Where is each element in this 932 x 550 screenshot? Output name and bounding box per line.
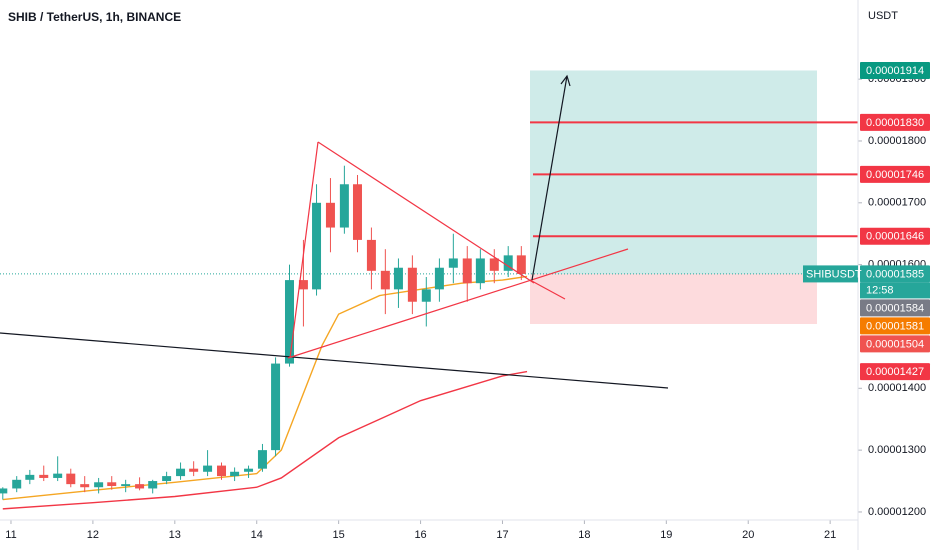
candle-body [162, 476, 172, 482]
x-tick-label: 18 [578, 529, 590, 541]
price-label: 0.00001914 [866, 65, 924, 77]
countdown: 12:58 [866, 284, 894, 296]
price-label-box [860, 335, 930, 353]
symbol-tag-box [803, 265, 858, 283]
y-tick-label: 0.00001400 [868, 382, 926, 394]
price-label: 0.00001581 [866, 320, 924, 332]
price-label: 0.00001504 [866, 338, 924, 350]
symbol-tag: SHIBUSDT [806, 268, 862, 280]
stop-zone [530, 273, 817, 324]
candle-body [434, 267, 444, 290]
candle-body [80, 484, 90, 488]
candle-body [244, 468, 254, 472]
candle-body [448, 258, 458, 268]
candle-body [312, 202, 322, 290]
price-label-box [860, 317, 930, 335]
candle-body [366, 239, 376, 271]
countdown-box [860, 282, 930, 299]
price-label: 0.00001584 [866, 302, 924, 314]
candle-body [53, 473, 63, 478]
candle-body [230, 471, 240, 477]
candle-body [217, 465, 227, 477]
x-tick-label: 17 [496, 529, 508, 541]
x-tick-label: 16 [414, 529, 426, 541]
x-tick-label: 14 [251, 529, 263, 541]
price-label-box [860, 265, 930, 283]
target-zone [530, 70, 817, 274]
x-tick-label: 19 [660, 529, 672, 541]
y-tick-label: 0.00001200 [868, 506, 926, 518]
price-label: 0.00001830 [866, 117, 924, 129]
candle-body [298, 280, 308, 290]
candle-body [503, 255, 513, 271]
candle-body [380, 270, 390, 290]
y-axis-label: USDT [868, 10, 898, 22]
y-tick-label: 0.00001300 [868, 444, 926, 456]
price-label: 0.00001427 [866, 366, 924, 378]
candle-body [271, 363, 281, 451]
x-tick-label: 12 [87, 529, 99, 541]
arrow-head [560, 74, 571, 87]
trendline [529, 279, 566, 300]
price-label-box [860, 113, 930, 131]
candle-body [12, 479, 22, 489]
price-label-box [860, 165, 930, 183]
candle-body [176, 468, 186, 477]
candle-body [189, 468, 199, 472]
trendline [289, 141, 319, 359]
price-label-box [860, 227, 930, 245]
trendline [317, 141, 535, 284]
x-tick-label: 15 [333, 529, 345, 541]
candle-body [516, 255, 526, 274]
plot-area [0, 70, 862, 524]
candle-body [25, 474, 35, 480]
arrow [531, 75, 568, 281]
candle-body [325, 202, 335, 228]
price-label-box [860, 61, 930, 79]
candle-body [407, 267, 417, 302]
candle-body [121, 484, 131, 486]
candle-body [489, 258, 499, 271]
candle-body [203, 465, 213, 472]
candle-body [352, 184, 362, 240]
x-tick-label: 21 [824, 529, 836, 541]
price-label: 0.00001746 [866, 169, 924, 181]
candle-body [39, 474, 49, 478]
trendline [0, 332, 669, 389]
candle-body [107, 482, 117, 486]
candle-body [421, 289, 431, 302]
x-tick-label: 20 [742, 529, 754, 541]
candle-body [462, 258, 472, 284]
candle-body [148, 481, 158, 489]
x-tick-label: 13 [169, 529, 181, 541]
x-tick-label: 11 [5, 529, 16, 541]
candle-body [135, 484, 145, 489]
candle-body [475, 258, 485, 284]
y-tick-label: 0.00001800 [868, 135, 926, 147]
price-label-box [860, 363, 930, 381]
chart-title: SHIB / TetherUS, 1h, BINANCE [8, 10, 181, 24]
price-label: 0.00001585 [866, 268, 924, 280]
candle-body [339, 184, 349, 228]
moving-average [2, 370, 528, 510]
candle-body [94, 482, 104, 488]
candle-body [66, 473, 76, 485]
candle-body [0, 488, 8, 494]
y-tick-label: 0.00001700 [868, 197, 926, 209]
trendline [287, 248, 629, 359]
candle-body [284, 280, 294, 364]
candle-body [257, 450, 267, 469]
price-label: 0.00001646 [866, 231, 924, 243]
candle-body [393, 267, 403, 290]
price-label-box [860, 299, 930, 317]
